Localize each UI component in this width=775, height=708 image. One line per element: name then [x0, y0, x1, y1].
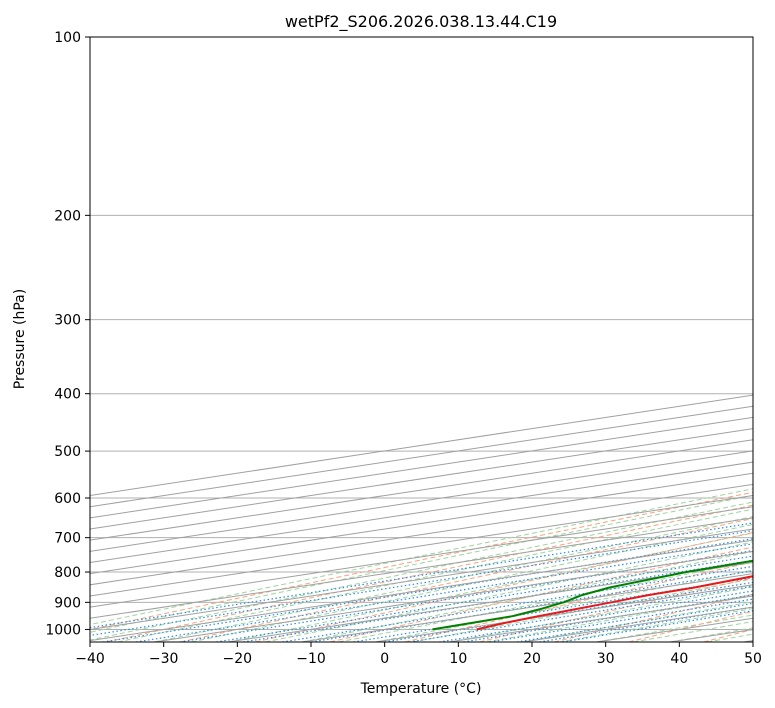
isotherm-line	[90, 472, 753, 575]
moist-adiabat	[449, 586, 753, 642]
mixing-ratio-line	[243, 559, 753, 642]
y-tick-label: 800	[54, 565, 81, 581]
x-tick-label: 20	[523, 651, 541, 667]
dewpoint-profile-line	[432, 559, 753, 631]
isotherm-line	[90, 450, 753, 552]
y-tick-label: 300	[54, 313, 81, 329]
y-tick-label: 400	[54, 387, 81, 403]
x-tick-label: −20	[223, 651, 253, 667]
dry-adiabat	[90, 491, 753, 630]
x-tick-label: 10	[449, 651, 467, 667]
y-tick-label: 500	[54, 444, 81, 460]
plot-area	[90, 37, 753, 642]
temperature-profile-line	[476, 575, 753, 631]
x-tick-label: 30	[597, 651, 615, 667]
moist-adiabat	[117, 508, 753, 642]
x-axis-title: Temperature (°C)	[360, 681, 482, 697]
x-tick-label: −30	[149, 651, 179, 667]
x-axis: −40 −30 −20 −10 0 10 20 30 40 50	[75, 642, 762, 667]
moist-adiabat	[375, 569, 753, 642]
dry-adiabat	[180, 518, 753, 642]
x-tick-label: −10	[296, 651, 326, 667]
y-axis: 1000 900 800 700 600 500 400 300 200 100	[45, 30, 90, 638]
x-tick-label: 0	[380, 651, 389, 667]
dry-adiabat	[404, 561, 753, 642]
mixing-ratio-line	[179, 549, 753, 642]
isotherm-line	[90, 461, 753, 563]
y-tick-label: 700	[54, 531, 81, 547]
mixing-ratio-line	[90, 522, 753, 629]
mixing-ratio-line	[136, 543, 753, 642]
plot-frame	[89, 36, 754, 643]
moist-adiabat	[154, 515, 753, 642]
mixing-ratio-line	[282, 565, 753, 642]
dry-adiabat	[255, 532, 753, 642]
isotherm-line	[90, 483, 753, 586]
isotherm-line	[90, 517, 753, 619]
y-tick-label: 900	[54, 595, 81, 611]
mixing-ratio-line	[216, 555, 753, 642]
y-tick-label: 200	[54, 208, 81, 224]
moist-adiabat	[264, 541, 753, 642]
moist-adiabat	[485, 593, 753, 642]
y-tick-label: 600	[54, 491, 81, 507]
mixing-ratio-line	[562, 610, 753, 642]
y-tick-label: 100	[54, 30, 81, 46]
isotherm-line	[90, 506, 753, 608]
isotherm-line	[90, 528, 753, 630]
isotherm-line	[90, 495, 753, 597]
y-tick-label: 1000	[45, 622, 81, 638]
mixing-ratio-line	[539, 606, 753, 642]
chart-title: wetPf2_S206.2026.038.13.44.C19	[285, 12, 557, 32]
moist-adiabat	[90, 494, 753, 633]
moist-adiabat	[90, 501, 753, 641]
x-tick-label: 40	[670, 651, 688, 667]
x-tick-label: 50	[744, 651, 762, 667]
isotherm-line	[90, 539, 753, 642]
y-axis-title: Pressure (hPa)	[12, 289, 28, 389]
x-tick-label: −40	[75, 651, 105, 667]
